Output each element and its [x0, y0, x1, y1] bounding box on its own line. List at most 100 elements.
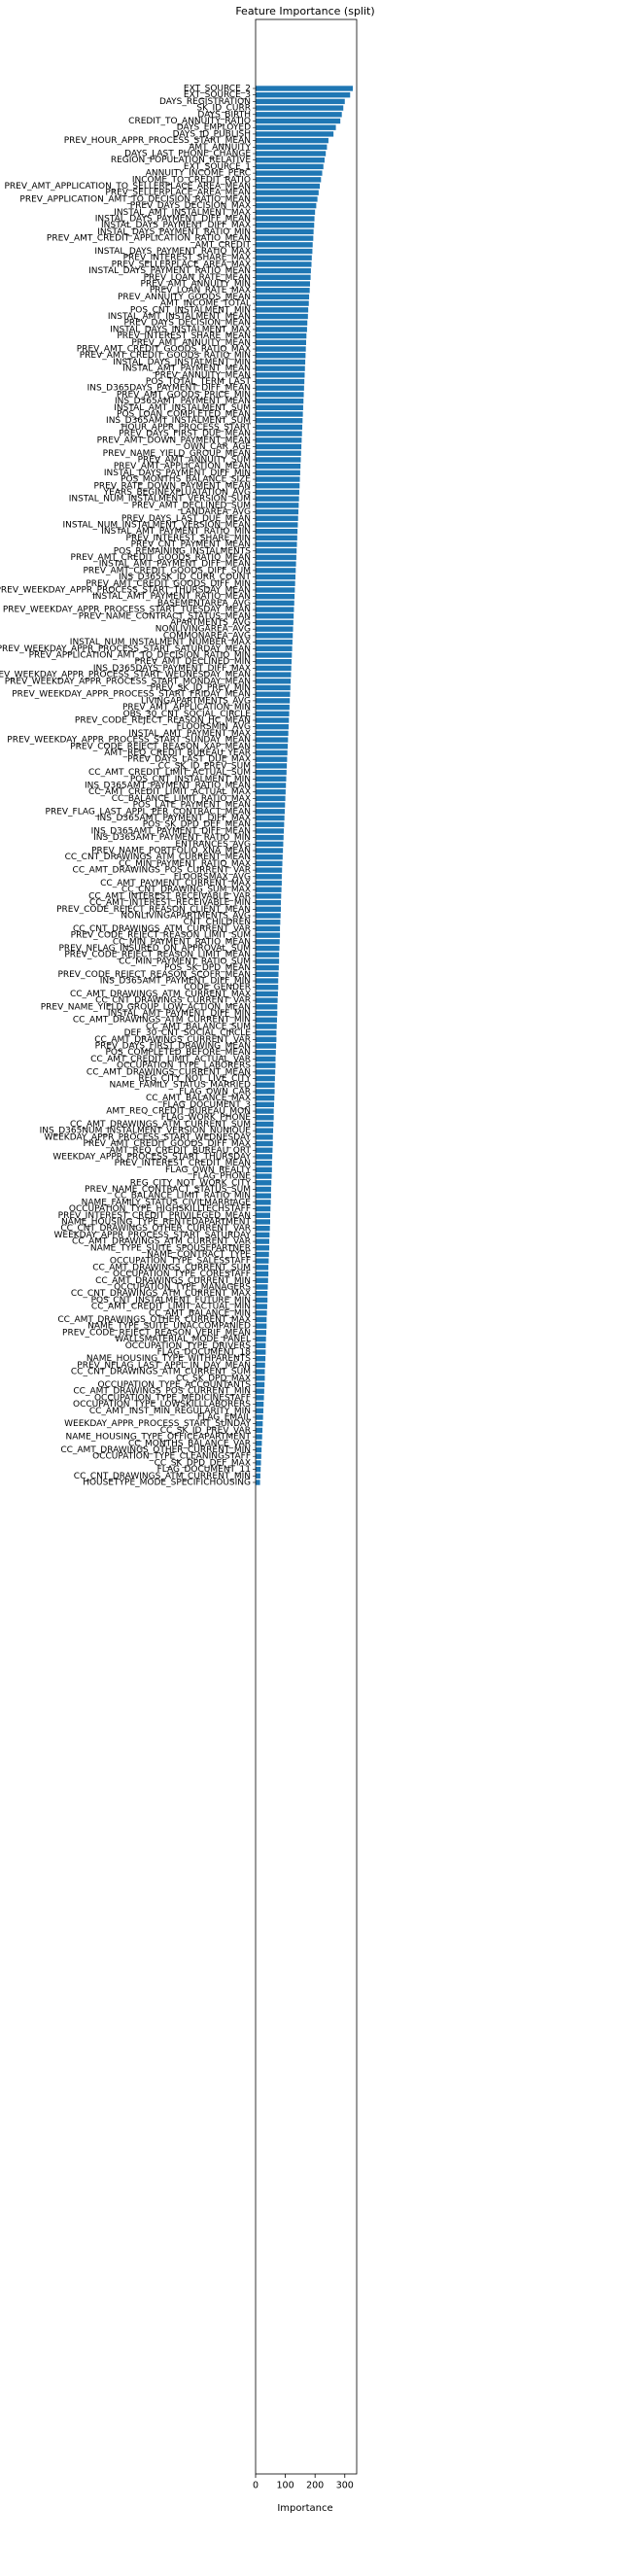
- x-tick-label: 300: [336, 2481, 354, 2491]
- y-tick-label: CC_AMT_DRAWINGS_POS_CURRENT_VAR: [73, 866, 251, 876]
- y-tick-label: CC_SK_DPD_MAX: [176, 1374, 251, 1383]
- y-tick-label: POS_LATE_PAYMENT_MEAN: [133, 801, 251, 811]
- bar: [256, 756, 288, 762]
- bar: [256, 652, 293, 658]
- y-tick-label: CC_CNT_DRAWINGS_ATM_CURRENT_VAR: [73, 924, 251, 934]
- bar: [256, 821, 285, 827]
- y-tick-label: INSTAL_DAYS_PAYMENT_RATIO_MIN: [97, 227, 251, 237]
- y-tick-label: INSTAL_DAYS_INSTALMENT_MIN: [113, 358, 251, 367]
- bar: [256, 978, 279, 984]
- y-tick-label: PREV_NAME_CONTRACT_STATUS_SUM: [85, 1185, 251, 1195]
- bar: [256, 887, 282, 892]
- bar: [256, 776, 287, 782]
- y-tick-label: CC_CNT_DRAWINGS_ATM_CURRENT_SUM: [71, 1368, 251, 1377]
- bar: [256, 443, 302, 450]
- y-tick-label: FLAG_EMAIL: [197, 1412, 251, 1422]
- y-tick-label: OCCUPATION_TYPE_DRIVERS: [125, 1341, 252, 1351]
- bar: [256, 1479, 260, 1485]
- y-tick-label: WEEKDAY_APPR_PROCESS_START_SUNDAY: [64, 1419, 251, 1429]
- y-tick-label: DAYS_REGISTRATION: [159, 97, 251, 107]
- bar: [256, 554, 296, 561]
- y-tick-label: POS_CNT_INSTALMENT_MIN: [130, 305, 251, 315]
- y-tick-label: INSTAL_AMT_INSTALMENT_MEAN: [108, 312, 251, 322]
- y-tick-label: FLAG_OWN_REALTY: [165, 1166, 251, 1175]
- bar: [256, 131, 334, 137]
- y-tick-label: PREV_DAYS_DECISION_MAX: [130, 201, 251, 211]
- bar: [256, 1166, 272, 1173]
- bar: [256, 1193, 271, 1199]
- chart-title: Feature Importance (split): [235, 5, 374, 17]
- y-tick-label: POS_SK_DPD_DEF_MEAN: [143, 820, 251, 830]
- y-tick-label: POS_MONTHS_BALANCE_SIZE: [121, 475, 251, 485]
- bar: [256, 508, 299, 515]
- y-tick-label: PREV_APPLICATION_AMT_TO_DECISION_RATIO_M…: [19, 194, 251, 204]
- bar: [256, 366, 305, 371]
- y-tick-label: CNT_CHILDREN: [184, 918, 251, 927]
- y-tick-label: PREV_WEEKDAY_APPR_PROCESS_START_MONDAY_M…: [5, 677, 251, 686]
- bar: [256, 1310, 267, 1316]
- bar: [256, 1075, 275, 1082]
- bar: [256, 1251, 269, 1258]
- bar: [256, 496, 299, 502]
- bar: [256, 1316, 267, 1323]
- x-tick-label: 100: [277, 2481, 294, 2491]
- y-tick-label: CC_AMT_CREDIT_LIMIT_ACTUAL_VAR: [90, 1055, 251, 1064]
- bar: [256, 528, 298, 535]
- y-tick-label: FLOORSMIN_AVG: [177, 722, 251, 732]
- bar: [256, 1010, 278, 1017]
- y-tick-label: OCCUPATION_TYPE_ACCOUNTANTS: [98, 1380, 252, 1390]
- bar: [256, 698, 291, 704]
- bar: [256, 1062, 276, 1068]
- bar: [256, 659, 293, 665]
- bar: [256, 255, 312, 261]
- bar: [256, 1395, 264, 1401]
- y-tick-label: REGION_POPULATION_RELATIVE: [111, 156, 251, 165]
- bar: [256, 899, 281, 906]
- y-tick-label: CC_AMT_DRAWINGS_CURRENT_MEAN: [86, 1067, 251, 1077]
- y-tick-label: CC_AMT_DRAWINGS_OTHER_CURRENT_MIN: [60, 1445, 251, 1455]
- y-tick-label: INSTAL_AMT_PAYMENT_MEAN: [122, 365, 251, 374]
- bar: [256, 1056, 276, 1062]
- bar: [256, 1388, 264, 1394]
- y-tick-label: PREV_WEEKDAY_APPR_PROCESS_START_SUNDAY_M…: [7, 736, 251, 746]
- bar: [256, 157, 325, 163]
- y-tick-label: PREV_SK_ID_PREV_MIN: [151, 683, 251, 693]
- bar: [256, 580, 295, 586]
- y-tick-label: PREV_CODE_REJECT_REASON_CLIENT_MEAN: [56, 905, 251, 915]
- bar: [256, 242, 313, 248]
- y-tick-label: CC_AMT_INTEREST_RECEIVABLE_MIN: [89, 898, 251, 908]
- y-tick-label: INSTAL_AMT_INSTALMENT_MAX: [114, 208, 251, 218]
- bar: [256, 925, 281, 932]
- bar: [256, 1290, 268, 1297]
- y-tick-label: NONLIVINGAPARTMENTS_AVG: [121, 912, 251, 922]
- bar: [256, 1186, 271, 1193]
- bar: [256, 1154, 273, 1160]
- bar: [256, 854, 283, 860]
- y-tick-label: CC_AMT_PAYMENT_CURRENT_MAX: [100, 879, 251, 888]
- bar: [256, 1453, 261, 1459]
- y-tick-label: PREV_NAME_YIELD_GROUP_LOW_ACTION_MEAN: [41, 1002, 251, 1012]
- y-tick-label: OBS_30_CNT_SOCIAL_CIRCLE: [123, 710, 252, 719]
- bar: [256, 711, 290, 716]
- y-tick-label: HOUSETYPE_MODE_SPECIFICHOUSING: [83, 1479, 251, 1488]
- bar: [256, 223, 315, 228]
- bar: [256, 183, 321, 190]
- bar: [256, 997, 278, 1003]
- y-tick-label: ANNUITY_INCOME_PERC: [146, 169, 251, 179]
- y-tick-label: PREV_AMT_DECLINED_MIN: [134, 657, 251, 667]
- bar: [256, 684, 291, 691]
- y-tick-label: PREV_AMT_CREDIT_GOODS_DIFF_MIN: [86, 579, 251, 589]
- y-tick-label: INSTAL_DAYS_INSTALMENT_MAX: [110, 325, 251, 334]
- y-tick-label: AMT_INCOME_TOTAL: [160, 299, 251, 309]
- bar: [256, 457, 301, 463]
- y-tick-label: PREV_CODE_REJECT_REASON_VERIF_MEAN: [62, 1328, 251, 1338]
- bar: [256, 1173, 272, 1179]
- y-tick-label: PREV_ANNUITY_GOODS_MEAN: [118, 293, 251, 302]
- bar: [256, 645, 293, 651]
- bar: [256, 789, 286, 795]
- bar: [256, 939, 280, 945]
- y-tick-label: ENTRANCES_AVG: [175, 840, 251, 850]
- bar: [256, 802, 286, 808]
- bar: [256, 1258, 269, 1264]
- bar: [256, 1225, 270, 1232]
